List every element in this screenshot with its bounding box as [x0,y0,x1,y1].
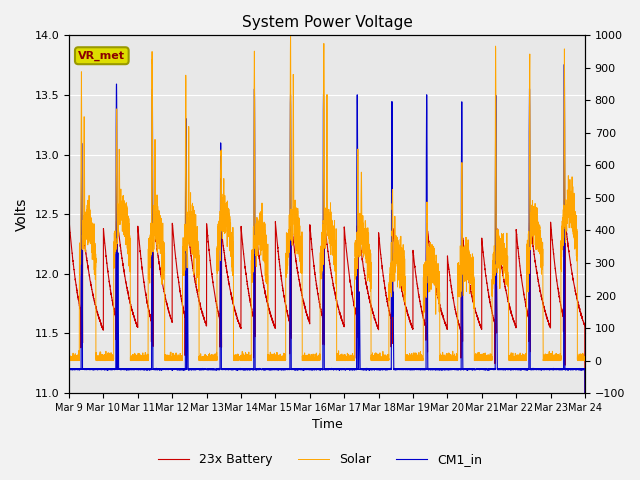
Y-axis label: Volts: Volts [15,198,29,231]
23x Battery [559,314,567,320]
Line: Solar: Solar [69,36,585,360]
23x Battery [442,323,450,329]
CM1_in [65,366,73,372]
Text: VR_met: VR_met [78,50,125,61]
Solar [559,227,567,233]
Solar [457,266,465,272]
Line: 23x Battery: 23x Battery [69,214,585,393]
23x Battery [553,278,561,284]
CM1_in [309,366,317,372]
CM1_in [581,390,589,396]
CM1_in [561,61,568,67]
CM1_in [559,366,567,372]
23x Battery [65,217,73,223]
CM1_in [241,367,248,372]
23x Battery [457,327,465,333]
23x Battery [241,258,248,264]
Solar [442,354,450,360]
CM1_in [442,366,450,372]
Title: System Power Voltage: System Power Voltage [241,15,412,30]
Solar [287,33,294,38]
23x Battery [309,257,317,263]
CM1_in [553,367,561,372]
Solar [65,358,73,363]
Solar [310,357,317,362]
CM1_in [457,367,465,373]
Legend: 23x Battery, Solar, CM1_in: 23x Battery, Solar, CM1_in [153,448,487,471]
X-axis label: Time: Time [312,419,342,432]
23x Battery [148,211,156,216]
23x Battery [581,390,589,396]
Solar [553,355,561,361]
Solar [65,358,73,363]
Line: CM1_in: CM1_in [69,64,585,393]
Solar [241,352,248,358]
Solar [581,358,589,363]
